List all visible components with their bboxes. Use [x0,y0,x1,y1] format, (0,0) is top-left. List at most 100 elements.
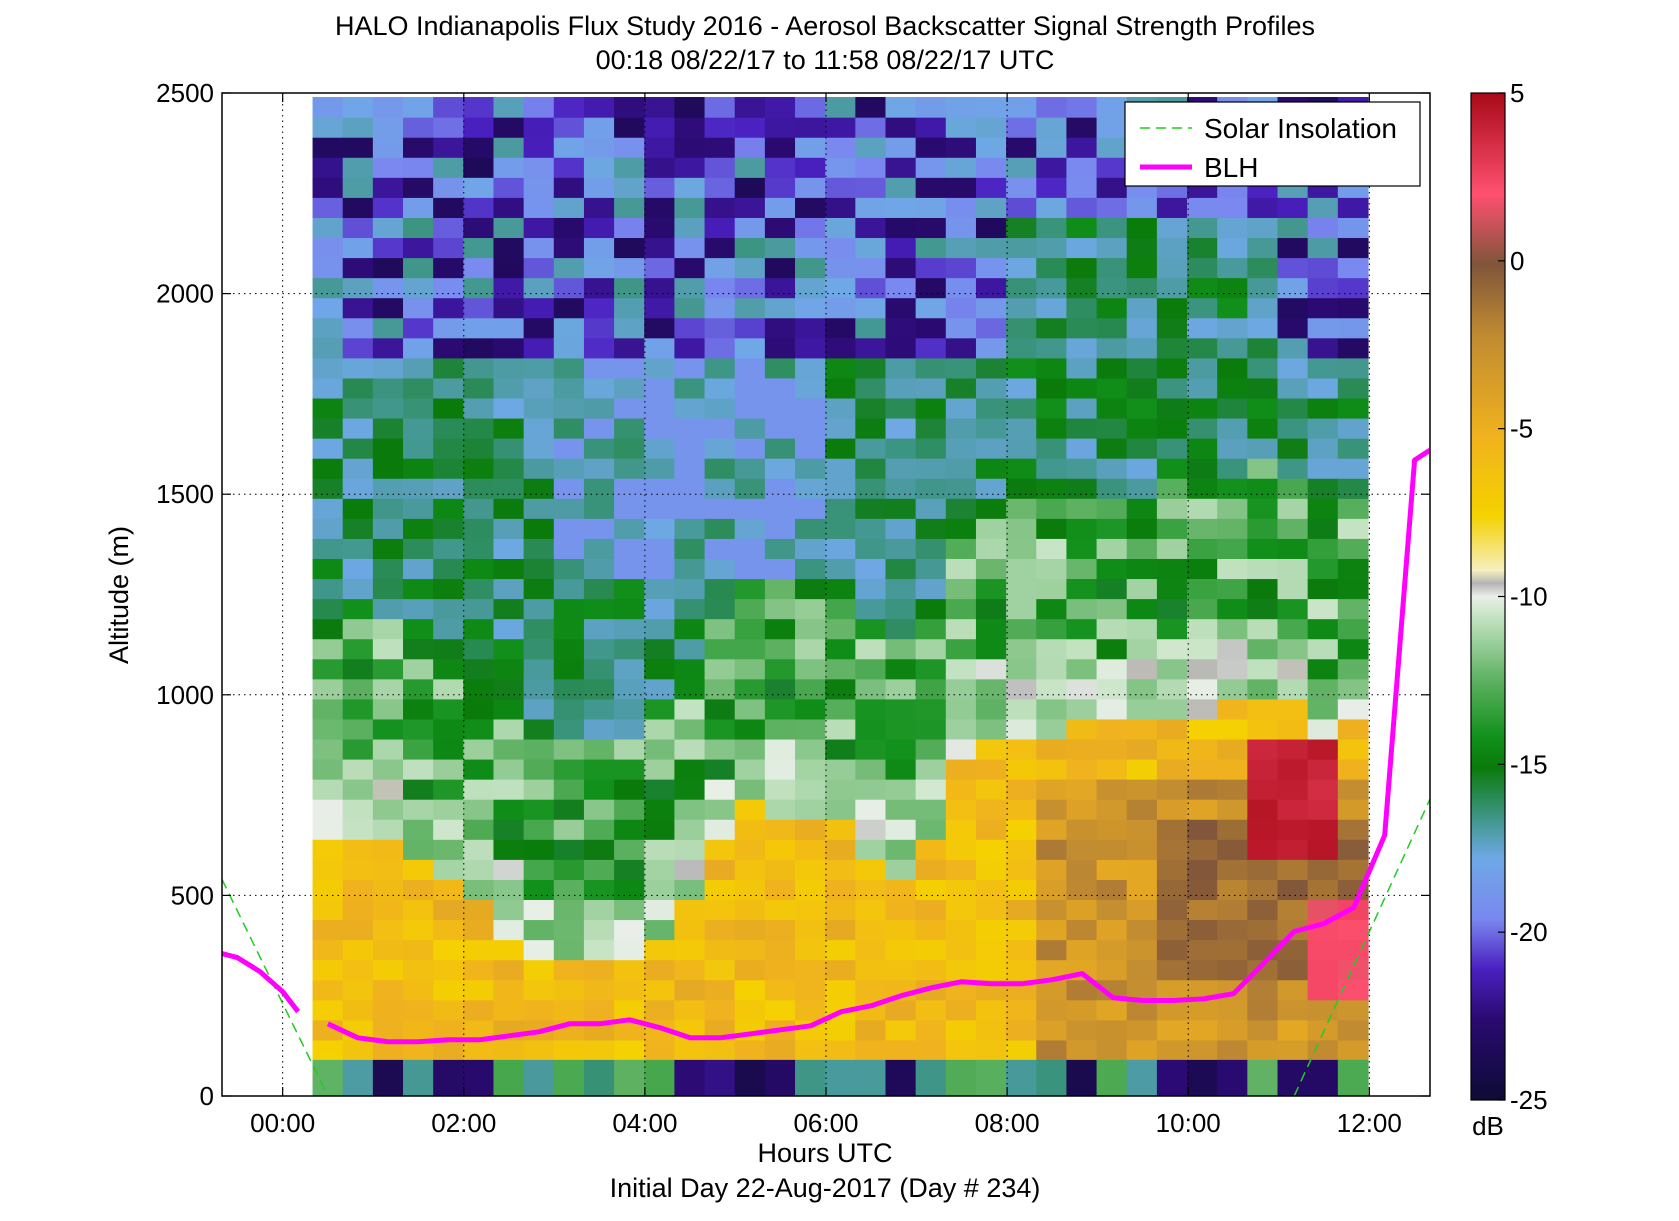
heatmap-cell [945,438,977,459]
heatmap-cell [372,97,404,118]
heatmap-cell [493,618,525,640]
heatmap-cell [1066,598,1098,620]
heatmap-cell [523,498,555,519]
heatmap-cell [1096,297,1128,319]
heatmap-cell [1187,1039,1218,1061]
heatmap-cell [1006,899,1037,921]
heatmap-cell [493,578,525,600]
heatmap-cell [855,718,887,740]
heatmap-cell [734,197,766,218]
heatmap-cell [1156,678,1188,700]
heatmap-cell [583,638,615,660]
heatmap-cell [1247,397,1279,419]
heatmap-cell [463,578,495,600]
colorbar-tick-label: 0 [1510,246,1524,276]
heatmap-cell [583,117,615,138]
y-axis-label: Altitude (m) [104,526,134,664]
heatmap-cell [463,859,495,880]
heatmap-cell [372,939,404,961]
heatmap-cell [704,397,736,419]
heatmap-cell [795,277,826,299]
heatmap-cell [614,578,645,600]
heatmap-cell [614,117,645,138]
heatmap-cell [1096,919,1128,941]
heatmap-cell [583,377,615,399]
heatmap-cell [644,197,676,218]
heatmap-cell [825,97,856,118]
heatmap-cell [463,718,495,740]
heatmap-cell [915,217,947,239]
heatmap-cell [553,458,585,479]
heatmap-cell [1277,738,1309,760]
heatmap-cell [825,618,856,640]
heatmap-cell [1126,257,1158,279]
heatmap-cell [403,819,434,840]
heatmap-cell [915,899,947,921]
heatmap-cell [403,197,434,218]
heatmap-cell [915,1039,947,1061]
heatmap-cell [644,337,676,359]
heatmap-cell [885,438,917,459]
heatmap-cell [795,297,826,319]
heatmap-cell [644,377,676,399]
heatmap-cell [975,277,1007,299]
heatmap-cell [553,177,585,198]
legend-box [1124,101,1421,187]
heatmap-cell [1036,779,1068,800]
heatmap-cell [1247,518,1279,539]
heatmap-cell [1187,478,1218,499]
heatmap-cell [1066,438,1098,459]
heatmap-cell [463,738,495,760]
heatmap-cell [734,738,766,760]
heatmap-cell [945,297,977,319]
heatmap-cell [704,558,736,580]
heatmap-cell [764,919,796,941]
heatmap-cell [1247,698,1279,720]
heatmap-cell [1337,919,1369,941]
heatmap-cell [885,839,917,860]
heatmap-cell [372,297,404,319]
heatmap-cell [1307,638,1339,660]
heatmap-cell [855,177,887,198]
heatmap-cell [1217,578,1248,600]
heatmap-cell [372,197,404,218]
heatmap-cell [433,498,464,519]
heatmap-cell [433,1019,464,1041]
heatmap-cell [1307,538,1339,559]
heatmap-cell [1006,498,1037,519]
heatmap-cell [1217,919,1248,941]
heatmap-cell [1187,337,1218,359]
heatmap-cell [1277,377,1309,399]
heatmap-cell [372,658,404,680]
heatmap-cell [764,879,796,901]
heatmap-cell [674,157,706,178]
heatmap-cell [1307,779,1339,800]
heatmap-cell [644,237,676,259]
heatmap-cell [403,257,434,279]
heatmap-cell [433,718,464,740]
heatmap-cell [704,518,736,539]
heatmap-cell [674,899,706,921]
heatmap-cell [583,397,615,419]
heatmap-cell [1096,618,1128,640]
heatmap-cell [1247,578,1279,600]
heatmap-cell [463,177,495,198]
heatmap-cell [1156,377,1188,399]
heatmap-cell [764,999,796,1021]
heatmap-cell [825,297,856,319]
heatmap-cell [734,137,766,158]
heatmap-cell [403,117,434,138]
heatmap-cell [342,718,374,740]
heatmap-cell [674,799,706,820]
heatmap-cell [1277,718,1309,740]
heatmap-cell [704,939,736,961]
heatmap-cell [493,377,525,399]
legend: Solar Insolation BLH [1124,101,1421,187]
heatmap-cell [915,297,947,319]
heatmap-cell [975,1019,1007,1041]
heatmap-cell [523,478,555,499]
heatmap-cell [312,779,344,800]
heatmap-cell [1126,839,1158,860]
heatmap-cell [1247,498,1279,519]
heatmap-cell [674,377,706,399]
